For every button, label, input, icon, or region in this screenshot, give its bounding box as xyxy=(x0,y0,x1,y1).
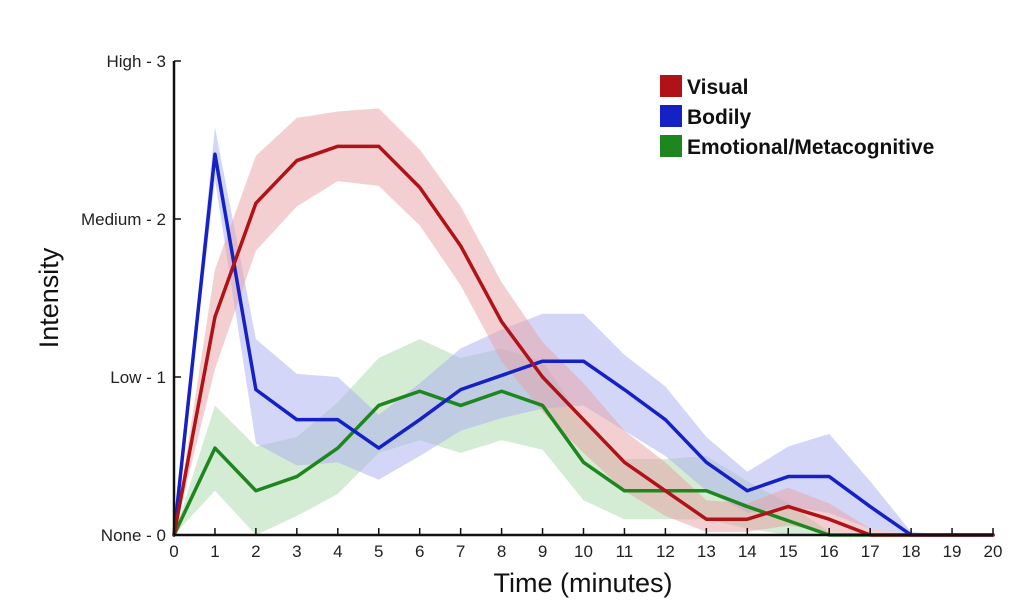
legend: Visual Bodily Emotional/Metacognitive xyxy=(660,75,934,159)
legend-label: Bodily xyxy=(687,106,751,129)
x-tick-label: 19 xyxy=(943,542,962,561)
y-tick-label: High - 3 xyxy=(106,52,166,71)
x-tick-label: 1 xyxy=(210,542,219,561)
x-tick-label: 9 xyxy=(538,542,547,561)
x-tick-label: 18 xyxy=(902,542,921,561)
x-tick-label: 17 xyxy=(861,542,880,561)
x-tick-label: 7 xyxy=(456,542,465,561)
x-tick-label: 16 xyxy=(820,542,839,561)
x-tick-label: 4 xyxy=(333,542,342,561)
line-bodily xyxy=(172,152,995,537)
confidence-bands xyxy=(174,108,993,536)
x-axis-title: Time (minutes) xyxy=(493,568,672,598)
x-tick-label: 11 xyxy=(616,542,634,561)
legend-label: Visual xyxy=(687,76,748,99)
x-tick-label: 12 xyxy=(656,542,675,561)
x-tick-label: 5 xyxy=(374,542,383,561)
x-tick-label: 2 xyxy=(251,542,260,561)
x-tick-label: 8 xyxy=(497,542,506,561)
x-ticks: 0 1 2 3 4 5 6 7 8 9 10 11 12 13 14 15 16 17 18 19 20 xyxy=(169,528,1002,561)
x-tick-label: 13 xyxy=(697,542,716,561)
legend-swatch xyxy=(660,105,682,127)
legend-swatch xyxy=(660,135,682,157)
y-tick-label: Low - 1 xyxy=(110,368,166,387)
x-tick-label: 0 xyxy=(169,542,178,561)
band-visual xyxy=(174,108,993,536)
x-tick-label: 15 xyxy=(779,542,798,561)
line-visual xyxy=(172,144,995,537)
x-tick-label: 6 xyxy=(415,542,424,561)
y-ticks: None - 0 Low - 1 Medium - 2 High - 3 xyxy=(81,52,181,545)
y-axis-title: Intensity xyxy=(34,247,64,348)
x-tick-label: 14 xyxy=(738,542,757,561)
y-tick-label: Medium - 2 xyxy=(81,210,166,229)
x-tick-label: 10 xyxy=(574,542,593,561)
legend-swatch xyxy=(660,75,682,97)
x-tick-label: 3 xyxy=(292,542,301,561)
band-bodily xyxy=(174,127,993,536)
x-tick-label: 20 xyxy=(984,542,1003,561)
legend-label: Emotional/Metacognitive xyxy=(687,136,934,159)
y-tick-label: None - 0 xyxy=(101,526,166,545)
